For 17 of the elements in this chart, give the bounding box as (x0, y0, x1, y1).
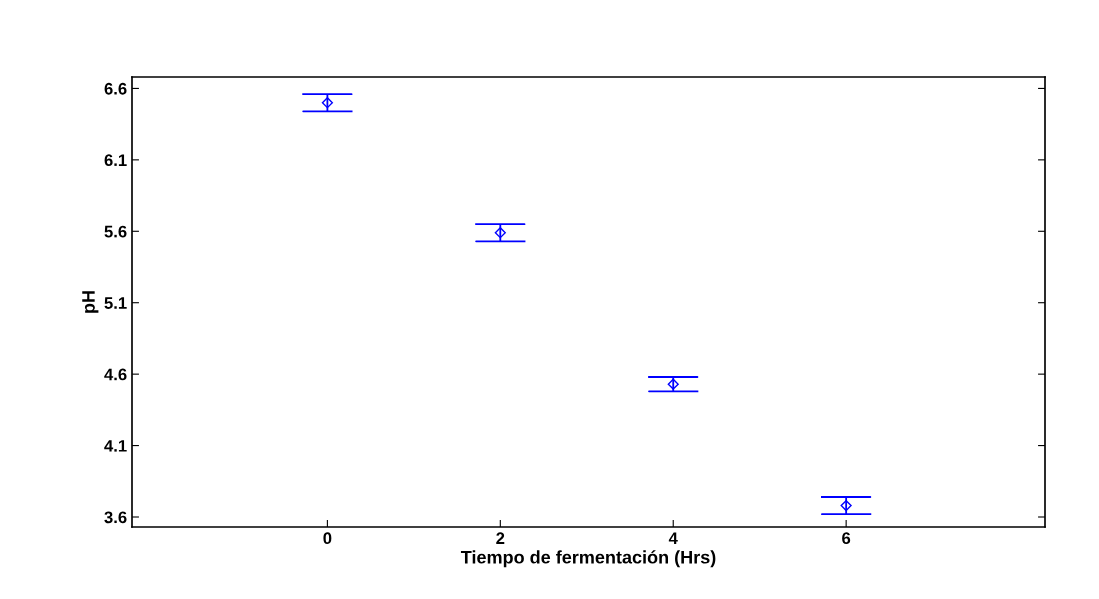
x-tick-label: 4 (668, 532, 678, 544)
y-axis-title: pH (82, 291, 99, 313)
x-axis-title: Tiempo de fermentación (Hrs) (460, 550, 716, 568)
y-tick-label: 5.1 (104, 297, 127, 309)
x-tick-label: 0 (323, 532, 332, 545)
y-tick-label: 6.6 (104, 82, 127, 95)
point (840, 499, 852, 512)
point (494, 227, 506, 239)
x-tick-label: 6 (842, 532, 851, 545)
y-tick-label: 3.6 (104, 511, 127, 524)
point (667, 378, 679, 390)
y-tick-label: 5.6 (104, 225, 127, 238)
y-tick-label: 4.1 (104, 440, 127, 452)
x-tick-label: 2 (496, 532, 505, 544)
y-tick-label: 4.6 (104, 368, 127, 381)
point (321, 97, 334, 109)
y-tick-label: 6.1 (104, 154, 127, 167)
